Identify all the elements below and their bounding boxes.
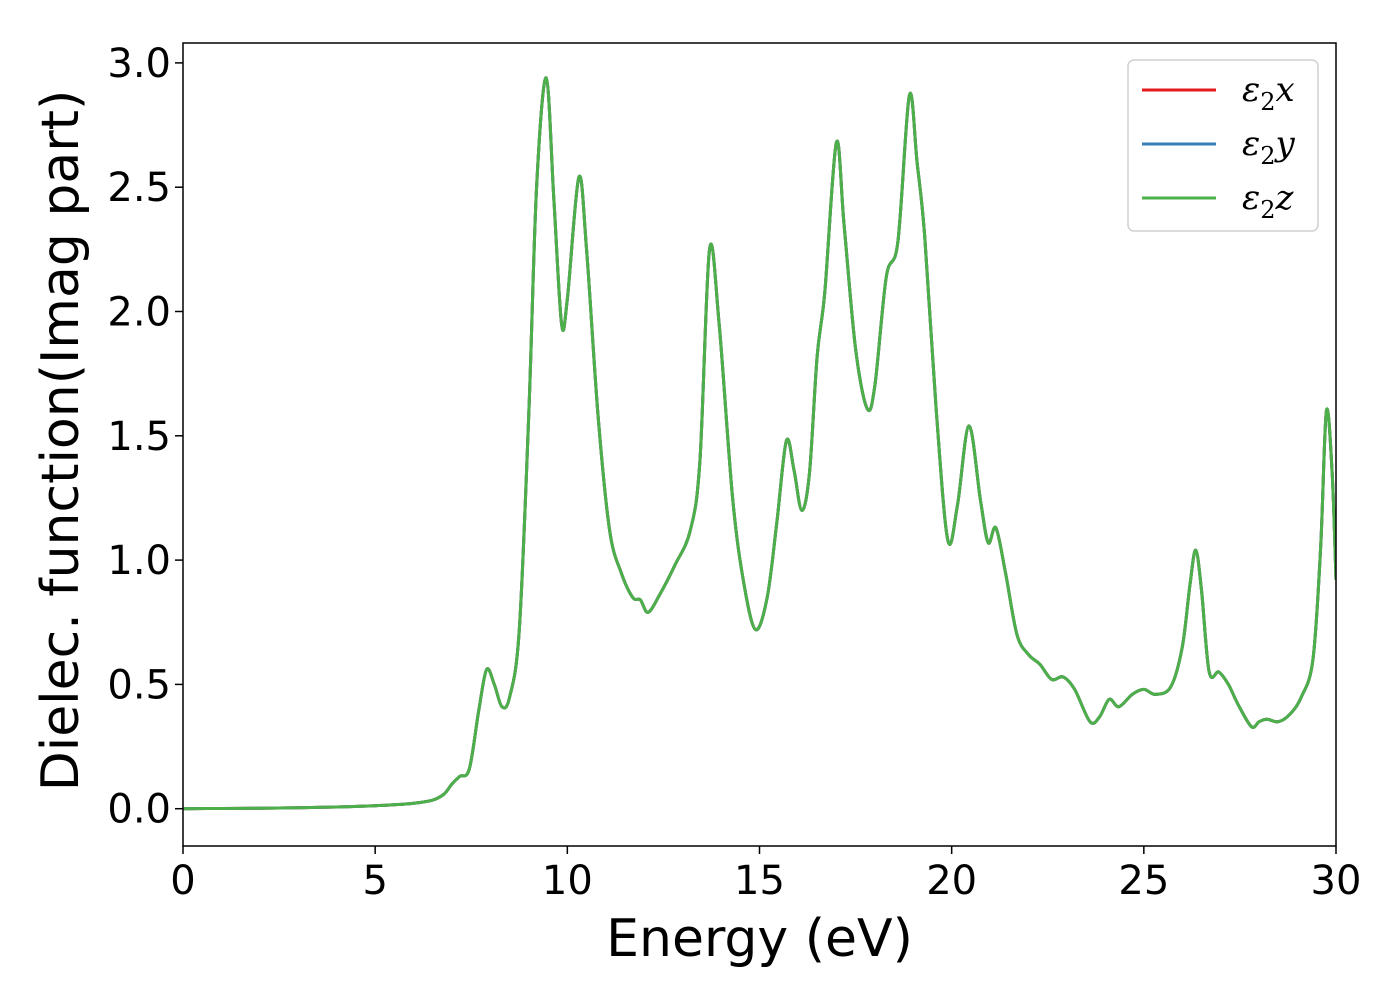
x-tick-label: 25 (1118, 858, 1169, 904)
x-axis-label: Energy (eV) (606, 909, 913, 969)
ticks-layer: 0 5 10 15 20 25 30 0.0 0.5 1.0 1.5 2.0 2.5 3.0 (107, 41, 1361, 904)
x-tick-label: 0 (170, 858, 195, 904)
legend-frame (1127, 59, 1319, 232)
legend-entry-z: ε2z (1142, 178, 1295, 224)
y-tick-label: 0.0 (107, 787, 171, 833)
x-tick-label: 10 (542, 858, 593, 904)
legend-entry-x: ε2x (1142, 70, 1295, 116)
y-tick-label: 3.0 (107, 41, 171, 87)
series-line-z (183, 76, 1336, 811)
x-tick-label: 5 (362, 858, 387, 904)
legend-label: ε2y (1242, 124, 1296, 170)
legend: ε2x ε2y ε2z (1127, 59, 1319, 232)
y-tick-label: 2.5 (107, 165, 171, 211)
legend-label: ε2x (1242, 70, 1295, 116)
y-tick-label: 1.0 (107, 538, 171, 584)
y-axis-label: Dielec. function(Imag part) (31, 90, 91, 792)
y-tick-label: 2.0 (107, 289, 171, 335)
legend-entry-y: ε2y (1142, 124, 1296, 170)
legend-label: ε2z (1242, 178, 1295, 224)
y-tick-label: 0.5 (107, 662, 171, 708)
y-tick-label: 1.5 (107, 414, 171, 460)
x-tick-label: 15 (734, 858, 785, 904)
series-layer (183, 76, 1336, 811)
x-tick-label: 30 (1311, 858, 1362, 904)
x-tick-label: 20 (926, 858, 977, 904)
